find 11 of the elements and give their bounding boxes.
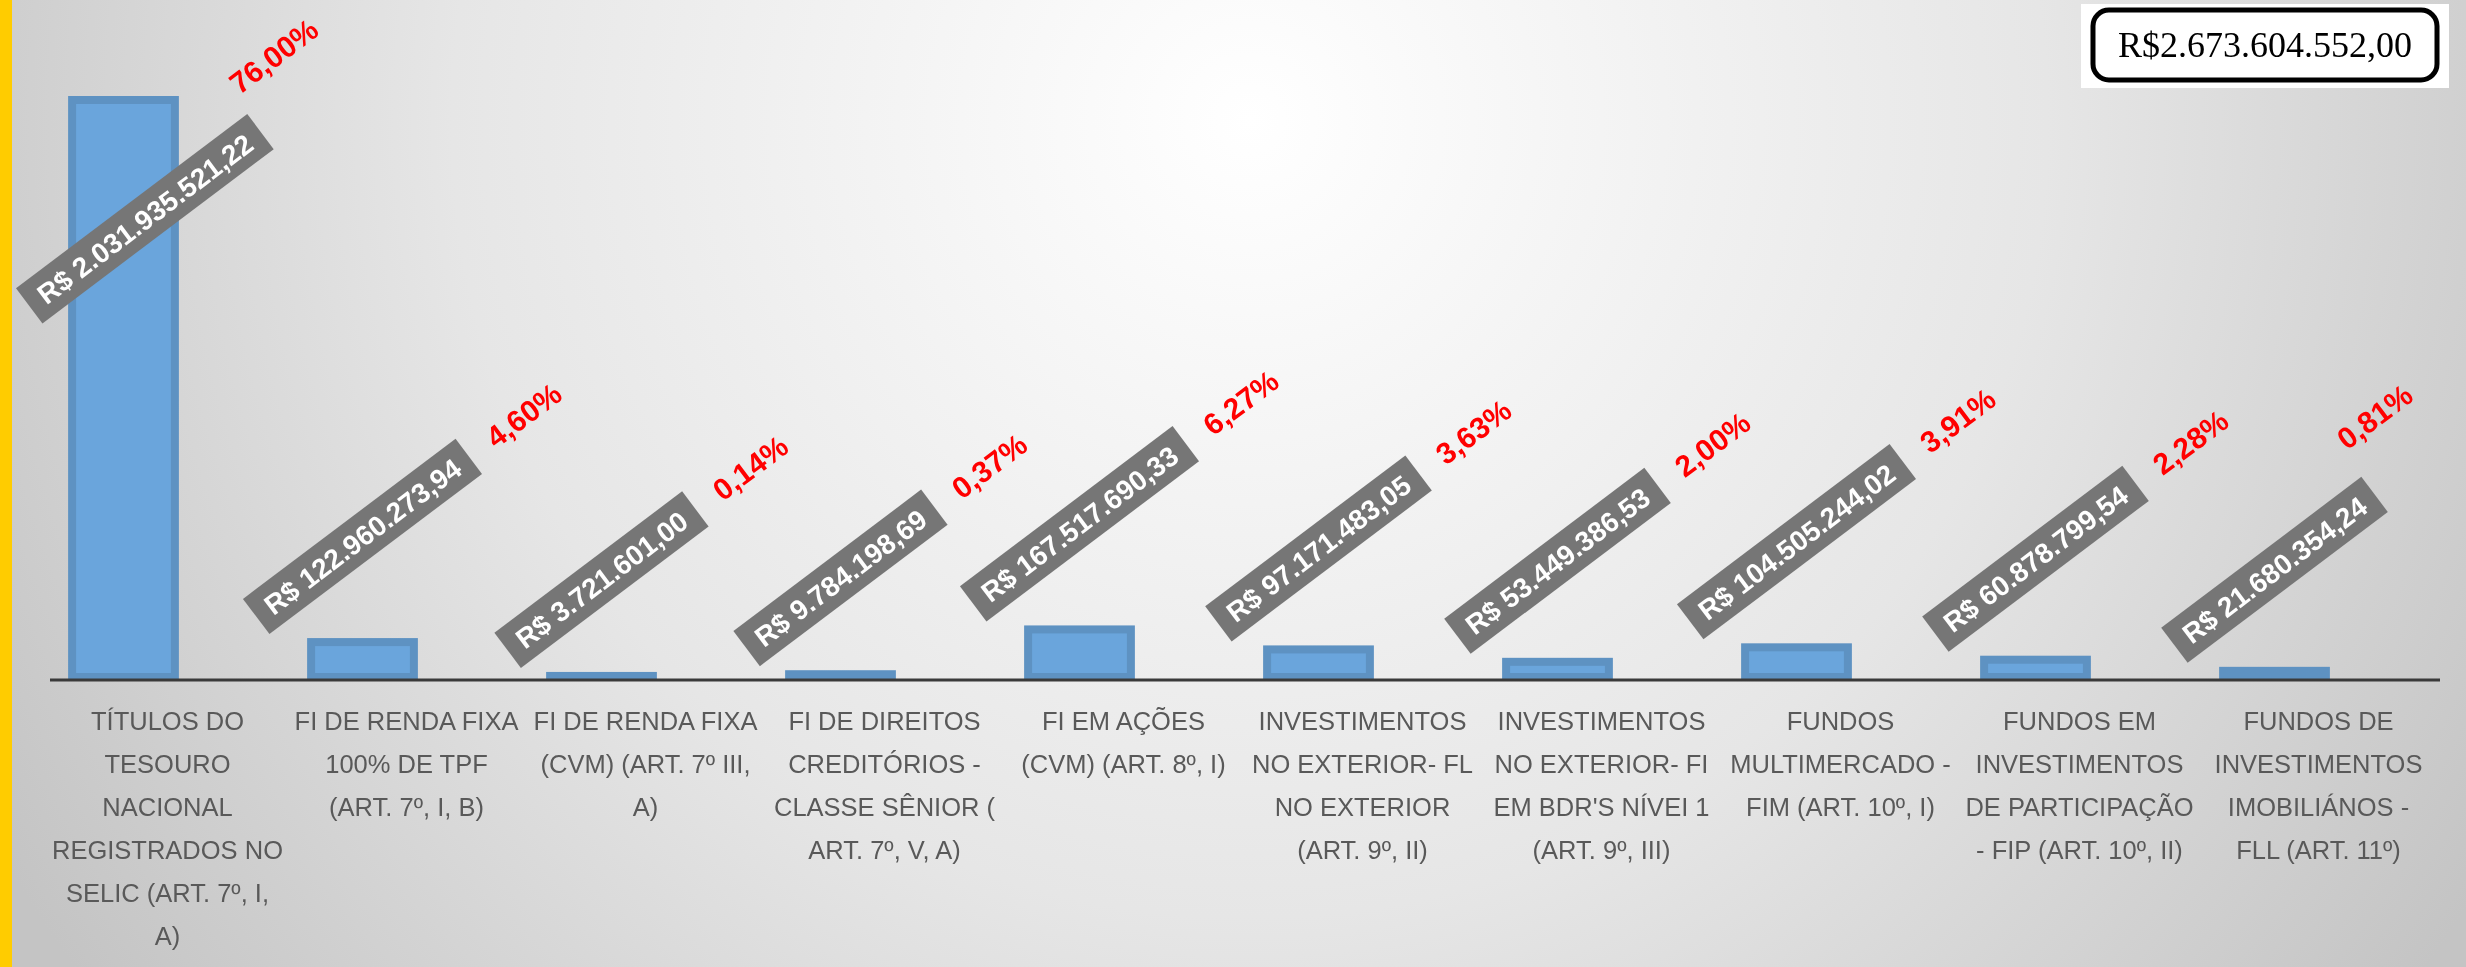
x-tick-label: FI DE RENDA FIXA (CVM) (ART. 7º III, A) <box>533 707 758 821</box>
x-tick-label: INVESTIMENTOS NO EXTERIOR- FI EM BDR'S NÍVEI 1 (ART. 9º, III) <box>1493 707 1710 864</box>
x-tick-label: FI DE DIREITOS CREDITÓRIOS - CLASSE SÊNIOR ( ART. 7º, V, A) <box>773 707 996 864</box>
x-tick-label: FI EM AÇÕES (CVM) (ART. 8º, I) <box>1021 707 1226 778</box>
x-tick-label: FUNDOS DE INVESTIMENTOS IMOBILIÁNOS - FLL (ART. 11º) <box>2214 707 2423 864</box>
x-tick-label: FUNDOS MULTIMERCADO - FIM (ART. 10º, I) <box>1730 707 1951 821</box>
text: R$2.673.604.552,00 <box>2117 25 2412 65</box>
x-tick-label: INVESTIMENTOS NO EXTERIOR- FL NO EXTERIOR (ART. 9º, II) <box>1251 707 1474 864</box>
x-tick-label: FUNDOS EM INVESTIMENTOS DE PARTICIPAÇÃO - FIP (ART. 10º, II) <box>1965 707 2194 864</box>
x-tick-label: FI DE RENDA FIXA 100% DE TPF (ART. 7º, I, B) <box>294 707 519 821</box>
x-tick-label: TÍTULOS DO TESOURO NACIONAL REGISTRADOS NO SELIC (ART. 7º, I, A) <box>52 707 283 950</box>
